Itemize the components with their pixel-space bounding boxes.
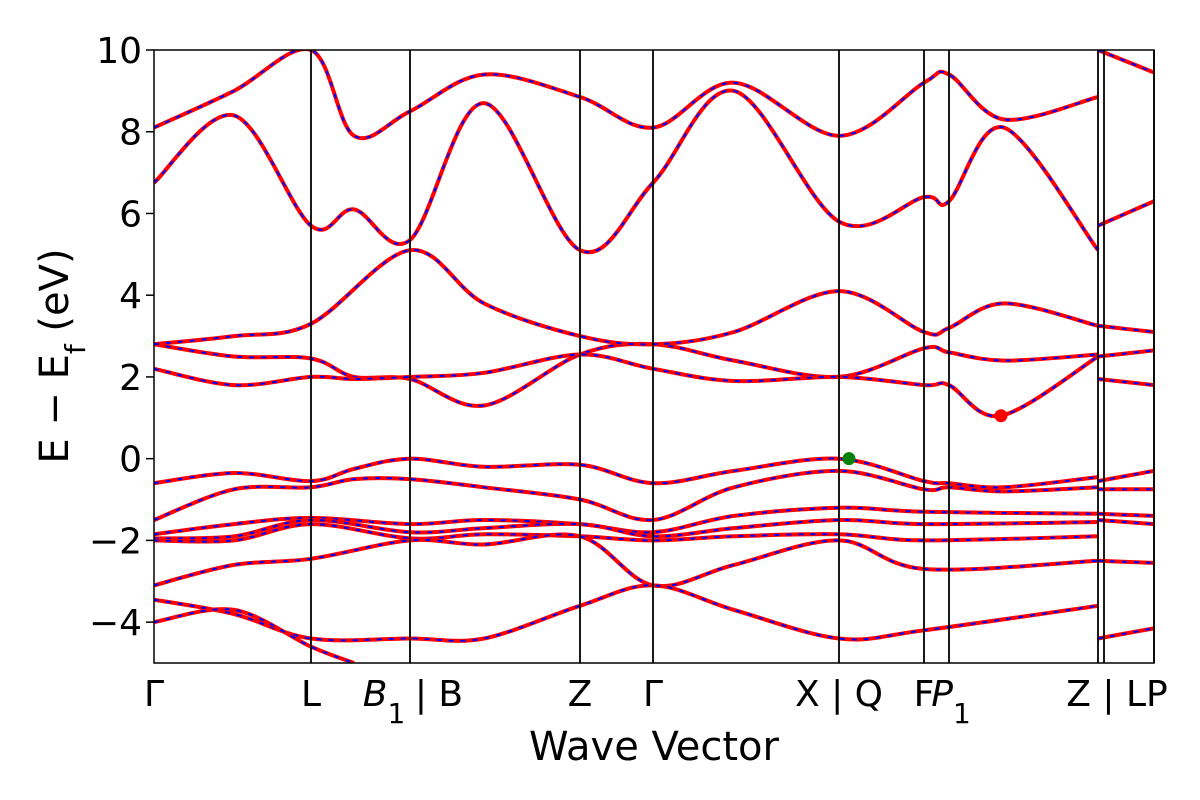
y-tick-label: 8 — [119, 113, 142, 154]
y-tick-label: −4 — [89, 603, 142, 644]
band-line-dashed-21 — [1097, 324, 1154, 333]
band-line-dashed-19 — [1097, 378, 1154, 387]
band-line-8 — [154, 341, 1099, 408]
kpath-label-0: Γ — [144, 674, 164, 715]
band-line-dashed-20 — [1097, 349, 1154, 358]
band-line-dashed-13 — [1097, 469, 1154, 483]
x-axis-label: Wave Vector — [529, 724, 780, 770]
band-line-dashed-23 — [1097, 50, 1154, 74]
y-axis-label: E − Ef (eV) — [32, 248, 92, 463]
band-line-dashed-18 — [1097, 627, 1154, 640]
y-tick-label: 2 — [119, 358, 142, 399]
band-line-12 — [154, 50, 1099, 140]
kpath-label-3: | B — [415, 674, 463, 715]
band-line-6 — [154, 583, 1099, 643]
kpath-labels: Γ L B1 | B Z Γ X | Q FP1 Z | LP — [144, 674, 1168, 730]
y-axis-label-sub: f — [59, 343, 92, 354]
kpath-label-7: F — [914, 674, 935, 715]
y-axis-ticks: −4 −2 0 2 4 6 8 10 — [89, 31, 154, 644]
band-line-dashed-3 — [154, 518, 1099, 540]
y-tick-label: 0 — [119, 440, 142, 481]
kpath-divider-lines — [310, 50, 1155, 663]
y-tick-label: 10 — [96, 31, 142, 72]
band-line-5 — [154, 532, 1099, 589]
y-tick-label: 6 — [119, 194, 142, 235]
extrema-markers — [842, 409, 1008, 466]
band-line-dashed-15 — [1097, 512, 1154, 517]
band-line-dashed-11 — [154, 89, 1099, 254]
band-line-dashed-4 — [154, 523, 1099, 543]
y-tick-label: −2 — [89, 521, 142, 562]
marker-cbm — [994, 409, 1008, 423]
band-line-dashed-17 — [1097, 559, 1154, 564]
kpath-label-8: P1 — [931, 674, 971, 730]
band-lines — [154, 50, 1154, 663]
plot-frame — [153, 49, 1155, 664]
band-line-7 — [154, 607, 355, 663]
band-line-dashed-10 — [154, 249, 1099, 346]
kpath-label-5: Γ — [643, 674, 663, 715]
band-line-0 — [154, 456, 1099, 490]
kpath-label-9: Z | LP — [1066, 674, 1167, 715]
band-line-10 — [154, 248, 1099, 347]
kpath-label-6: X | Q — [795, 674, 883, 715]
band-line-9 — [154, 352, 1100, 419]
band-line-dashed-12 — [154, 50, 1099, 139]
kpath-label-4: Z — [568, 674, 593, 715]
y-axis-label-main: E − E — [32, 354, 78, 464]
band-line-dashed-22 — [1097, 200, 1154, 227]
kpath-label-2: B1 — [363, 674, 406, 730]
y-axis-label-unit: (eV) — [32, 248, 78, 344]
kpath-label-1: L — [301, 674, 321, 715]
band-line-dashed-6 — [154, 584, 1099, 642]
band-line-11 — [154, 88, 1100, 255]
y-tick-label: 4 — [119, 276, 142, 317]
band-line-dashed-5 — [154, 533, 1099, 588]
band-line-dashed-16 — [1097, 519, 1154, 526]
band-line-1 — [154, 468, 1099, 523]
marker-vbm — [842, 452, 856, 466]
